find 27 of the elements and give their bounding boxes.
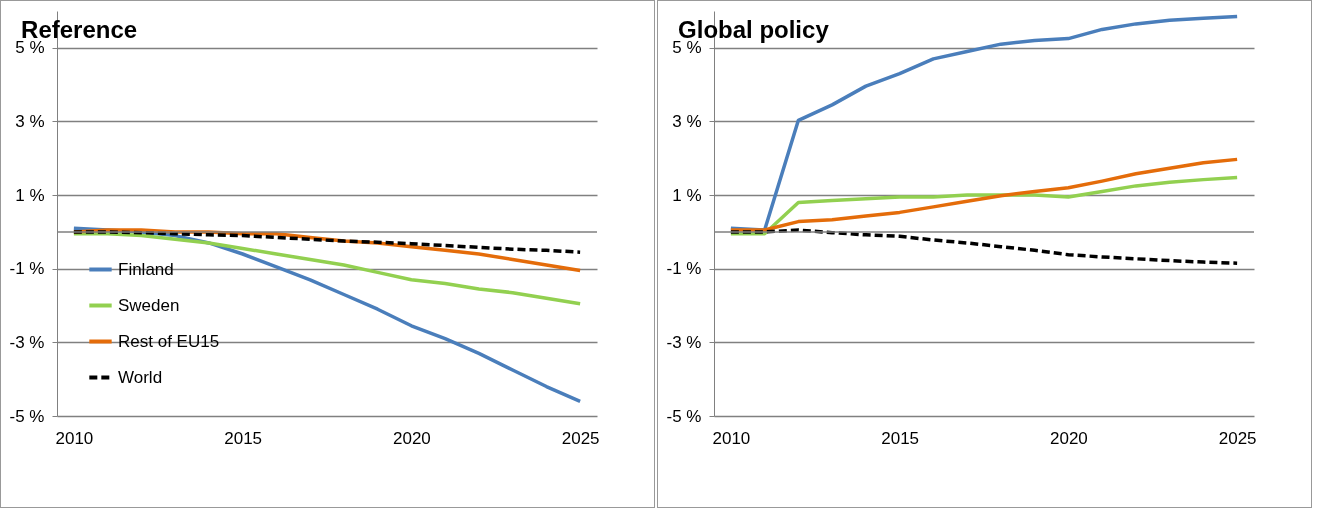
x-tick-label: 2015 [881, 428, 920, 448]
x-tick-label: 2010 [712, 428, 751, 448]
y-tick-label: -1 % [666, 259, 702, 279]
legend-label: Sweden [118, 295, 180, 315]
x-tick-label: 2020 [1049, 428, 1088, 448]
x-tick-label: 2025 [561, 428, 600, 448]
y-tick-label: 1 % [672, 185, 702, 205]
legend-label: World [118, 367, 163, 387]
y-tick-label: -1 % [9, 259, 45, 279]
x-tick-label: 2015 [224, 428, 263, 448]
x-tick-label: 2010 [55, 428, 94, 448]
legend-label: Finland [118, 259, 174, 279]
y-tick-label: -5 % [666, 406, 702, 426]
y-tick-label: -5 % [9, 406, 45, 426]
x-tick-label: 2020 [392, 428, 431, 448]
line-series [729, 157, 1239, 232]
legend-label: Rest of EU15 [118, 331, 220, 351]
y-tick-label: -3 % [9, 332, 45, 352]
y-tick-label: 3 % [672, 111, 702, 131]
y-tick-label: 1 % [15, 185, 45, 205]
y-tick-label: 3 % [15, 111, 45, 131]
y-tick-label: 5 % [672, 38, 702, 58]
x-tick-label: 2025 [1218, 428, 1257, 448]
line-series [729, 228, 1239, 265]
y-tick-label: -3 % [666, 332, 702, 352]
line-series [72, 230, 582, 254]
y-tick-label: 5 % [15, 38, 45, 58]
